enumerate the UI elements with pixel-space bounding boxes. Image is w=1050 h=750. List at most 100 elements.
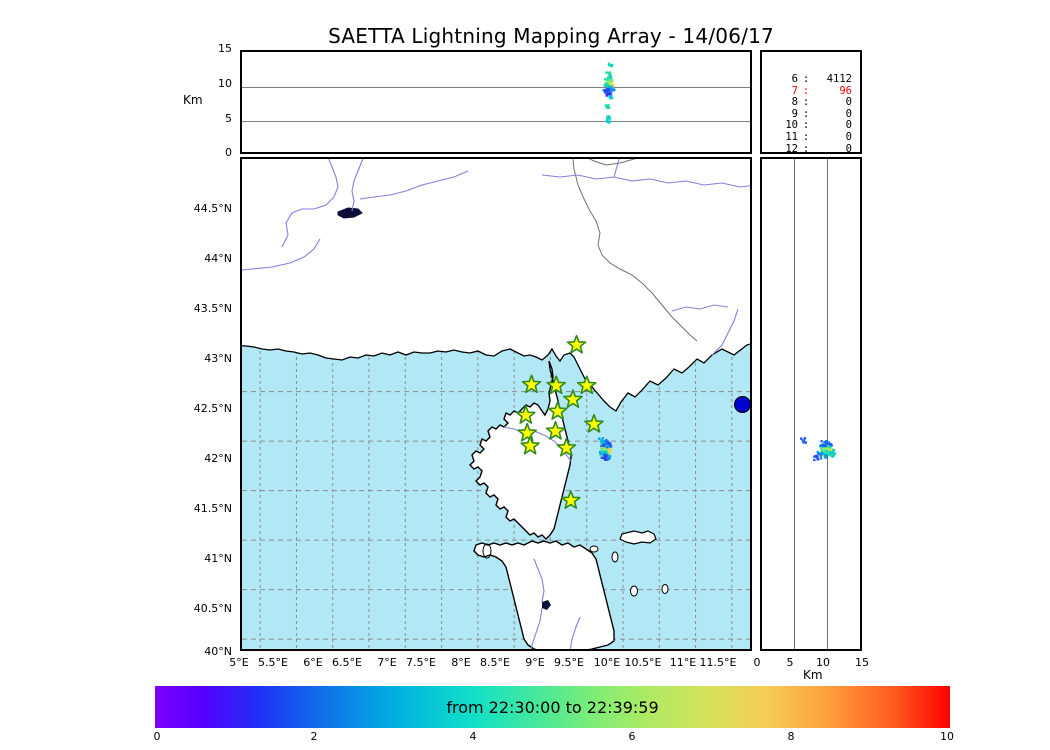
station-star[interactable] (521, 374, 542, 394)
lightning-source-point (605, 450, 608, 453)
lightning-source-point (609, 96, 612, 100)
lightning-source-point (606, 81, 609, 84)
top-panel-scatter (602, 62, 616, 124)
lightning-source-point (606, 445, 609, 449)
lightning-source-point (829, 443, 832, 447)
top-ytick-15: 15 (218, 42, 232, 55)
right-panel-scatter (800, 437, 837, 462)
station-star[interactable] (517, 422, 538, 442)
lightning-source-point (601, 437, 605, 440)
map-xtick-9.5: 9.5°E (554, 656, 584, 669)
map-scatter (598, 437, 613, 461)
map-xtick-9: 9°E (525, 656, 545, 669)
stat-value: 0 (845, 119, 852, 132)
river-golo-corsica (503, 426, 572, 462)
station-star[interactable] (584, 413, 604, 433)
lightning-source-point (608, 73, 611, 77)
map-ytick-40: 40°N (204, 645, 232, 658)
lightning-source-point (610, 63, 614, 67)
stat-colon: : (802, 119, 810, 132)
lightning-source-point (609, 442, 612, 446)
lightning-source-point (609, 83, 613, 86)
station-star[interactable] (556, 437, 577, 457)
lightning-source-point (830, 451, 833, 454)
lightning-source-point (601, 444, 605, 448)
lightning-source-point (831, 452, 835, 456)
colorbar-tick-4: 4 (469, 730, 477, 743)
lightning-source-point (831, 455, 834, 458)
lightning-source-point (819, 444, 822, 448)
map-ytick-42: 42°N (204, 452, 232, 465)
map-xtick-5: 5°E (229, 656, 249, 669)
lightning-source-point (819, 457, 823, 460)
stats-table: 6: 4112 7: 96 8: 0 9: 0 10: 0 11: 0 12: 0 (768, 73, 852, 154)
lightning-source-point (608, 448, 612, 451)
river-loire (242, 238, 321, 271)
lightning-source-point (603, 84, 606, 87)
map-xtick-11.5: 11.5°E (699, 656, 737, 669)
lightning-source-point (610, 89, 613, 92)
lightning-source-point (820, 446, 823, 450)
lightning-source-point (604, 458, 607, 461)
station-star[interactable] (515, 405, 536, 424)
island-montecristo (630, 586, 638, 596)
lightning-source-point (829, 454, 832, 457)
lightning-source-point (822, 452, 825, 456)
lightning-source-point (607, 72, 610, 75)
map-xtick-11: 11°E (669, 656, 697, 669)
stat-key: 12 (785, 142, 798, 154)
lightning-source-point (608, 89, 612, 92)
lightning-source-point (609, 77, 612, 80)
lightning-source-point (613, 88, 616, 92)
top-ytick-10: 10 (218, 77, 232, 90)
stat-colon: : (802, 107, 810, 120)
island-giglio (662, 584, 668, 594)
map-panel[interactable] (240, 157, 752, 651)
lightning-source-point (825, 452, 829, 456)
station-star[interactable] (560, 490, 581, 509)
lightning-source-point (608, 71, 612, 74)
lightning-source-point (607, 84, 610, 87)
station-star[interactable] (566, 334, 587, 354)
lightning-source-point (600, 441, 603, 444)
station-star[interactable] (563, 389, 583, 409)
station-star[interactable] (546, 375, 567, 395)
station-star[interactable] (547, 401, 568, 420)
top-panel-ylabel: Km (183, 93, 203, 107)
river-saone (281, 159, 339, 248)
map-graphics (242, 159, 750, 649)
coast-maddalena (589, 545, 599, 553)
border-france-switzerland (588, 159, 636, 166)
station-star[interactable] (576, 375, 597, 395)
stat-key: 6 (791, 73, 798, 85)
radar-site-marker[interactable] (734, 396, 750, 413)
island-asinara (483, 544, 491, 558)
lightning-source-point (826, 443, 829, 446)
stat-key: 7 (791, 84, 798, 97)
lightning-source-point (607, 104, 610, 107)
lightning-source-point (827, 441, 830, 444)
gridline-5km (242, 121, 750, 123)
station-star[interactable] (520, 435, 540, 455)
stat-key: 8 (791, 96, 798, 109)
station-star[interactable] (545, 420, 566, 440)
map-xtick-6.5: 6.5°E (332, 656, 362, 669)
lightning-source-point (604, 82, 607, 85)
stat-key: 10 (785, 119, 798, 132)
lightning-source-point (819, 452, 822, 456)
lightning-source-point (813, 458, 816, 462)
coast-giglio (661, 584, 669, 594)
lightning-source-point (820, 439, 823, 443)
altitude-latitude-panel (760, 157, 862, 651)
lightning-source-point (607, 456, 611, 460)
map-ytick-40.5: 40.5°N (193, 602, 232, 615)
lightning-source-point (816, 457, 819, 461)
lightning-source-point (607, 448, 610, 452)
lightning-source-point (606, 78, 610, 82)
lightning-source-point (606, 440, 609, 443)
lightning-source-point (599, 452, 602, 456)
lightning-source-point (605, 82, 609, 86)
colorbar-time-label: from 22:30:00 to 22:39:59 (446, 697, 659, 717)
lightning-source-point (601, 449, 604, 452)
colorbar[interactable]: from 22:30:00 to 22:39:59 0 2 4 6 8 10 (154, 686, 954, 743)
